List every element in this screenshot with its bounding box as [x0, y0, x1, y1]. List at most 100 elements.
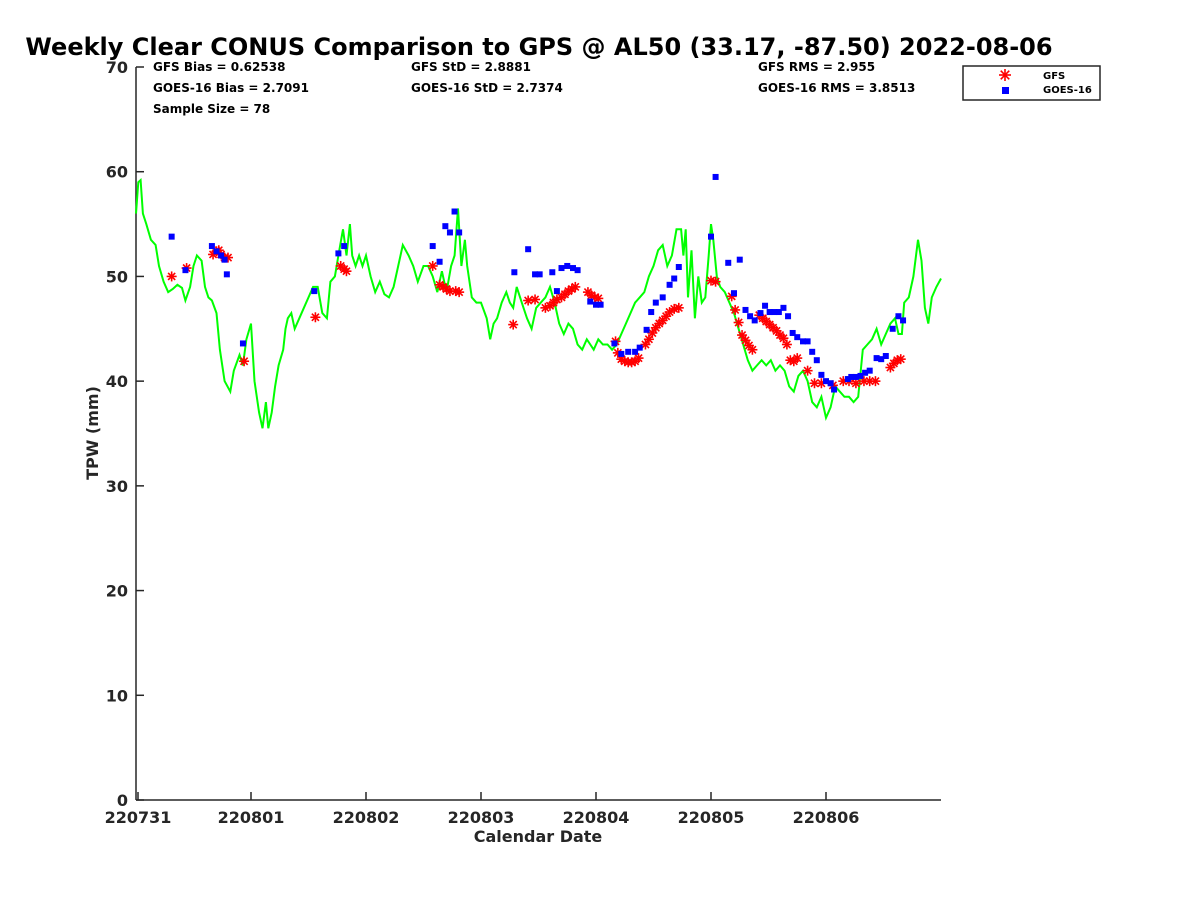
stat-text: GOES-16 Bias = 2.7091: [153, 81, 309, 95]
gfs-point: [781, 339, 792, 350]
legend: GFS GOES-16: [962, 65, 1101, 101]
legend-gfs-marker: [999, 69, 1011, 81]
chart-title: Weekly Clear CONUS Comparison to GPS @ A…: [25, 33, 1052, 61]
legend-goes16-label: GOES-16: [1043, 85, 1092, 96]
goes16-point: [553, 288, 560, 295]
goes16-point: [671, 275, 678, 282]
y-tick-label: 30: [106, 477, 128, 496]
goes16-point: [442, 223, 449, 230]
stat-text: GOES-16 RMS = 3.8513: [758, 81, 915, 95]
stat-text: GFS RMS = 2.955: [758, 60, 875, 74]
goes16-point: [889, 325, 896, 332]
goes16-point: [223, 271, 230, 278]
goes16-point: [436, 258, 443, 265]
y-tick-label: 50: [106, 267, 128, 286]
goes16-point: [587, 298, 594, 305]
x-tick-label: 220803: [448, 808, 515, 827]
goes16-point: [736, 256, 743, 263]
goes16-point: [558, 265, 565, 272]
stat-text: GFS Bias = 0.62538: [153, 60, 285, 74]
goes16-point: [659, 294, 666, 301]
goes16-point: [800, 338, 806, 345]
goes16-point: [794, 334, 801, 341]
x-tick-label: 220806: [793, 808, 860, 827]
goes16-point: [611, 340, 618, 347]
goes16-point: [648, 309, 655, 316]
goes16-point: [168, 233, 175, 240]
goes16-point: [827, 380, 834, 387]
goes16-point: [525, 246, 532, 253]
goes16-point: [775, 309, 782, 316]
goes16-point: [852, 373, 859, 380]
goes16-point: [239, 340, 246, 347]
goes16-point: [751, 317, 758, 324]
y-tick-label: 60: [106, 163, 128, 182]
goes16-point: [218, 252, 225, 259]
gfs-point: [341, 266, 352, 277]
goes16-point: [882, 353, 889, 360]
goes16-point: [789, 329, 796, 336]
gfs-point: [740, 335, 751, 346]
goes16-point: [570, 265, 576, 272]
goes16-point: [866, 367, 873, 374]
goes16-point: [766, 309, 773, 316]
x-axis-label: Calendar Date: [474, 827, 603, 846]
stat-text: GOES-16 StD = 2.7374: [411, 81, 563, 95]
goes16-point: [900, 317, 907, 324]
gfs-point: [870, 376, 881, 387]
goes16-point: [618, 350, 625, 357]
y-tick-label: 20: [106, 582, 128, 601]
goes16-point: [429, 243, 436, 250]
goes16-point: [708, 233, 714, 240]
y-tick-label: 0: [117, 791, 128, 810]
goes16-point: [873, 355, 880, 362]
goes16-point: [675, 264, 682, 271]
gfs-point: [166, 271, 177, 282]
goes16-point: [823, 378, 829, 385]
goes16-point: [804, 338, 811, 345]
gfs-point: [523, 295, 534, 306]
gfs-point: [570, 281, 581, 292]
gps-tpw-line: [135, 177, 942, 429]
gfs-point: [710, 276, 721, 287]
goes16-point: [593, 301, 599, 308]
legend-box: [962, 65, 1101, 101]
gfs-point: [747, 344, 758, 355]
goes16-point: [878, 356, 885, 363]
goes16-point: [311, 288, 318, 295]
gfs-point: [310, 312, 321, 323]
y-tick-label: 40: [106, 372, 128, 391]
gfs-point: [633, 353, 644, 364]
goes16-point: [221, 256, 228, 263]
goes16-point: [725, 259, 732, 266]
goes16-point: [536, 271, 543, 278]
goes16-point: [213, 248, 220, 255]
gfs-point: [640, 339, 651, 350]
goes16-point: [643, 326, 650, 333]
goes16-point: [549, 269, 556, 276]
goes16-point: [208, 243, 215, 250]
goes16-point: [848, 373, 855, 380]
statistics-panel: GFS Bias = 0.62538 GFS StD = 2.8881 GFS RM…: [153, 60, 915, 116]
goes16-series: [168, 173, 907, 393]
goes16-point: [813, 357, 820, 364]
gfs-point: [802, 365, 813, 376]
goes16-point: [862, 369, 869, 376]
goes16-point: [771, 309, 778, 316]
y-axis-label: TPW (mm): [83, 386, 102, 480]
goes16-point: [532, 271, 539, 278]
legend-goes16-marker: [1002, 87, 1009, 94]
goes16-point: [335, 250, 342, 257]
gfs-point: [239, 356, 250, 367]
goes16-point: [762, 302, 769, 309]
goes16-point: [742, 306, 749, 313]
goes16-point: [895, 313, 902, 320]
goes16-point: [780, 304, 787, 311]
goes16-point: [757, 310, 764, 317]
goes16-point: [844, 376, 851, 383]
goes16-point: [712, 173, 719, 180]
gfs-point: [508, 319, 519, 330]
goes16-point: [809, 348, 816, 355]
goes16-point: [666, 281, 673, 288]
